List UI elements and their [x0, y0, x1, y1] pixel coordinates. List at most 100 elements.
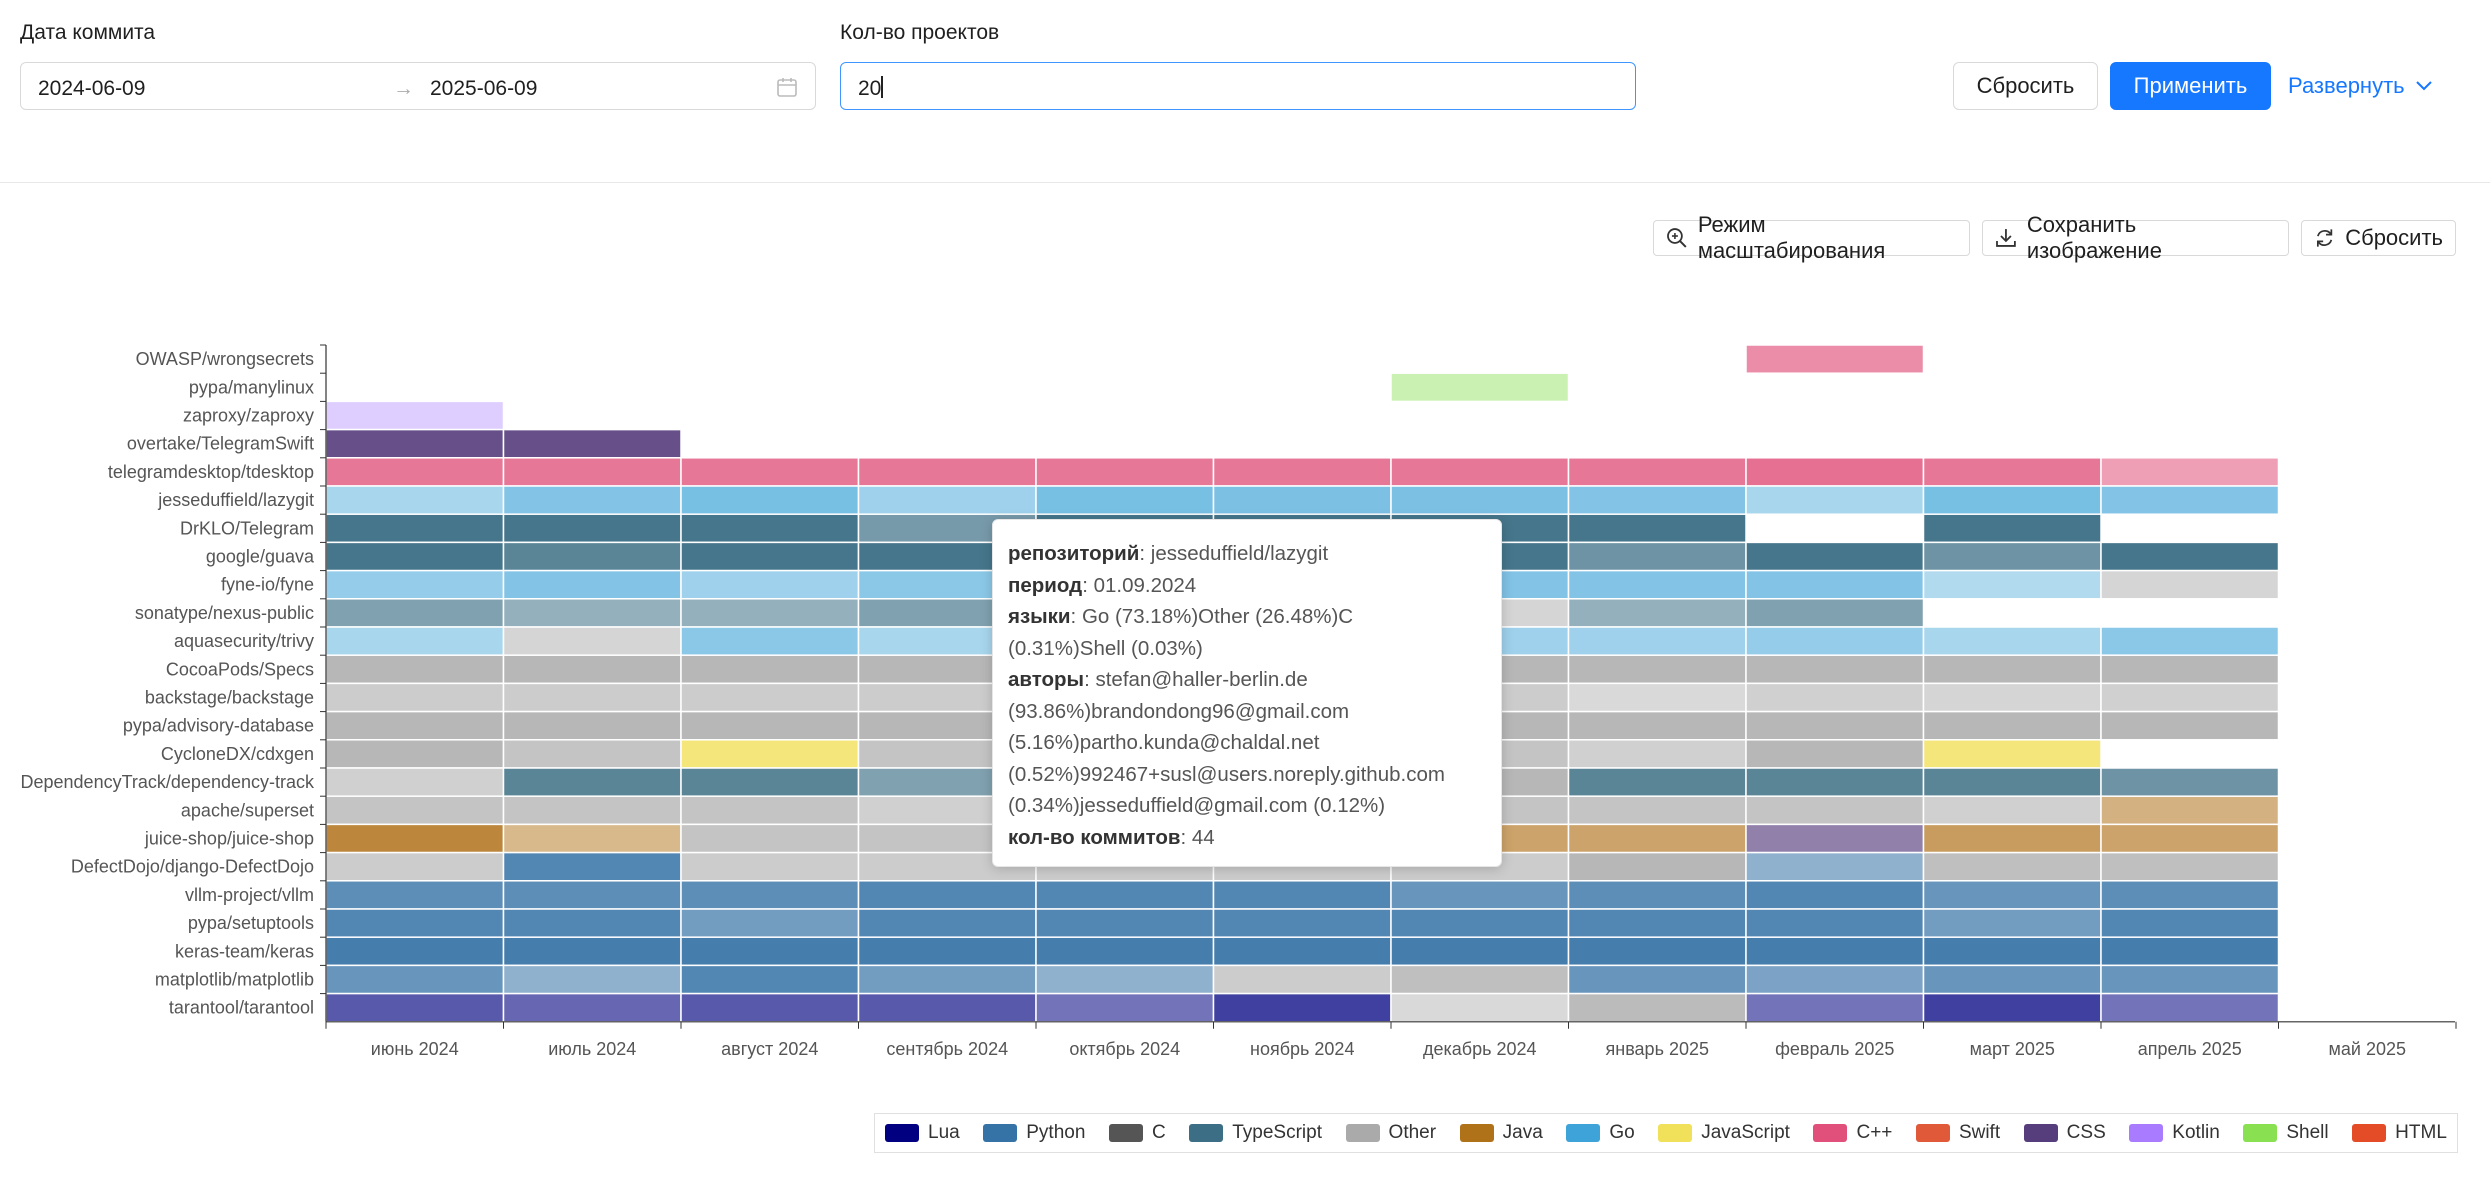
heatmap-cell[interactable]	[325, 710, 505, 741]
zoom-mode-button[interactable]: Режим масштабирования	[1653, 212, 1970, 263]
heatmap-cell[interactable]	[1745, 767, 1925, 797]
heatmap-cell[interactable]	[1922, 964, 2102, 995]
heatmap-cell[interactable]	[1567, 992, 1747, 1023]
heatmap-cell[interactable]	[1567, 598, 1747, 628]
heatmap-cell[interactable]	[680, 485, 860, 515]
heatmap-cell[interactable]	[502, 682, 682, 713]
heatmap-cell[interactable]	[680, 682, 860, 713]
legend-item[interactable]: Python	[983, 1122, 1085, 1144]
heatmap-cell[interactable]	[502, 457, 682, 487]
heatmap-cell[interactable]	[680, 626, 860, 656]
heatmap-cell[interactable]	[857, 964, 1037, 995]
legend-item[interactable]: C	[1108, 1122, 1166, 1144]
heatmap-cell[interactable]	[502, 654, 682, 685]
heatmap-cell[interactable]	[1567, 880, 1747, 910]
legend-item[interactable]: Lua	[885, 1122, 960, 1144]
heatmap-cell[interactable]	[2100, 795, 2280, 826]
heatmap-cell[interactable]	[1567, 710, 1747, 741]
legend-item[interactable]: HTML	[2352, 1122, 2447, 1144]
heatmap-cell[interactable]	[2100, 880, 2280, 910]
heatmap-cell[interactable]	[2100, 767, 2280, 797]
heatmap-cell[interactable]	[680, 795, 860, 826]
heatmap-cell[interactable]	[857, 457, 1037, 487]
legend-item[interactable]: Go	[1566, 1122, 1635, 1144]
save-image-button[interactable]: Сохранить изображение	[1982, 212, 2289, 263]
heatmap-cell[interactable]	[1035, 880, 1215, 910]
heatmap-cell[interactable]	[1567, 767, 1747, 797]
heatmap-cell[interactable]	[502, 541, 682, 572]
heatmap-cell[interactable]	[2100, 710, 2280, 741]
heatmap-cell[interactable]	[325, 428, 505, 459]
heatmap-cell[interactable]	[680, 823, 860, 854]
heatmap-cell[interactable]	[325, 569, 505, 600]
heatmap-cell[interactable]	[680, 992, 860, 1023]
heatmap-cell[interactable]	[1922, 767, 2102, 797]
heatmap-cell[interactable]	[680, 851, 860, 882]
heatmap-cell[interactable]	[1745, 992, 1925, 1023]
heatmap-cell[interactable]	[502, 569, 682, 600]
heatmap-cell[interactable]	[1745, 654, 1925, 685]
heatmap-cell[interactable]	[325, 541, 505, 572]
heatmap-cell[interactable]	[325, 767, 505, 797]
heatmap-cell[interactable]	[502, 823, 682, 854]
heatmap-cell[interactable]	[1390, 880, 1570, 910]
heatmap-cell[interactable]	[325, 457, 505, 487]
heatmap-cell[interactable]	[1922, 992, 2102, 1023]
heatmap-cell[interactable]	[1567, 682, 1747, 713]
heatmap-cell[interactable]	[325, 739, 505, 769]
heatmap-cell[interactable]	[1567, 457, 1747, 487]
heatmap-cell[interactable]	[2100, 654, 2280, 685]
heatmap-cell[interactable]	[857, 880, 1037, 910]
heatmap-cell[interactable]	[680, 880, 860, 910]
heatmap-cell[interactable]	[1567, 485, 1747, 515]
heatmap-cell[interactable]	[2100, 569, 2280, 600]
heatmap-cell[interactable]	[680, 541, 860, 572]
heatmap-cell[interactable]	[2100, 682, 2280, 713]
heatmap-cell[interactable]	[680, 598, 860, 628]
legend-item[interactable]: Java	[1459, 1122, 1543, 1144]
heatmap-cell[interactable]	[502, 851, 682, 882]
heatmap-cell[interactable]	[325, 964, 505, 995]
legend-item[interactable]: JavaScript	[1658, 1122, 1790, 1144]
heatmap-cell[interactable]	[1567, 626, 1747, 656]
heatmap-cell[interactable]	[1390, 992, 1570, 1023]
heatmap-cell[interactable]	[680, 654, 860, 685]
heatmap-cell[interactable]	[1922, 795, 2102, 826]
heatmap-cell[interactable]	[502, 513, 682, 544]
heatmap-cell[interactable]	[2100, 457, 2280, 487]
legend-item[interactable]: Shell	[2243, 1122, 2329, 1144]
heatmap-cell[interactable]	[1390, 908, 1570, 938]
heatmap-cell[interactable]	[1745, 485, 1925, 515]
heatmap-cell[interactable]	[1922, 851, 2102, 882]
heatmap-cell[interactable]	[2100, 485, 2280, 515]
heatmap-cell[interactable]	[1390, 964, 1570, 995]
heatmap-cell[interactable]	[1922, 626, 2102, 656]
heatmap-cell[interactable]	[680, 569, 860, 600]
reset-filters-button[interactable]: Сбросить	[1953, 62, 2098, 110]
heatmap-cell[interactable]	[502, 710, 682, 741]
heatmap-cell[interactable]	[1745, 710, 1925, 741]
heatmap-cell[interactable]	[1745, 851, 1925, 882]
apply-button[interactable]: Применить	[2110, 62, 2271, 110]
heatmap-cell[interactable]	[502, 428, 682, 459]
heatmap-cell[interactable]	[1745, 569, 1925, 600]
heatmap-cell[interactable]	[502, 964, 682, 995]
heatmap-cell[interactable]	[1745, 457, 1925, 487]
heatmap-cell[interactable]	[1745, 880, 1925, 910]
heatmap-cell[interactable]	[1922, 682, 2102, 713]
heatmap-cell[interactable]	[1745, 795, 1925, 826]
heatmap-cell[interactable]	[325, 400, 505, 431]
heatmap-cell[interactable]	[325, 908, 505, 938]
heatmap-cell[interactable]	[1567, 541, 1747, 572]
heatmap-cell[interactable]	[680, 710, 860, 741]
legend-item[interactable]: TypeScript	[1189, 1122, 1322, 1144]
heatmap-cell[interactable]	[1567, 936, 1747, 967]
heatmap-cell[interactable]	[2100, 823, 2280, 854]
heatmap-cell[interactable]	[325, 936, 505, 967]
heatmap-cell[interactable]	[1390, 372, 1570, 403]
heatmap-cell[interactable]	[502, 880, 682, 910]
date-to-input[interactable]: 2025-06-09	[430, 77, 538, 100]
heatmap-cell[interactable]	[680, 457, 860, 487]
heatmap-cell[interactable]	[857, 992, 1037, 1023]
heatmap-cell[interactable]	[680, 964, 860, 995]
